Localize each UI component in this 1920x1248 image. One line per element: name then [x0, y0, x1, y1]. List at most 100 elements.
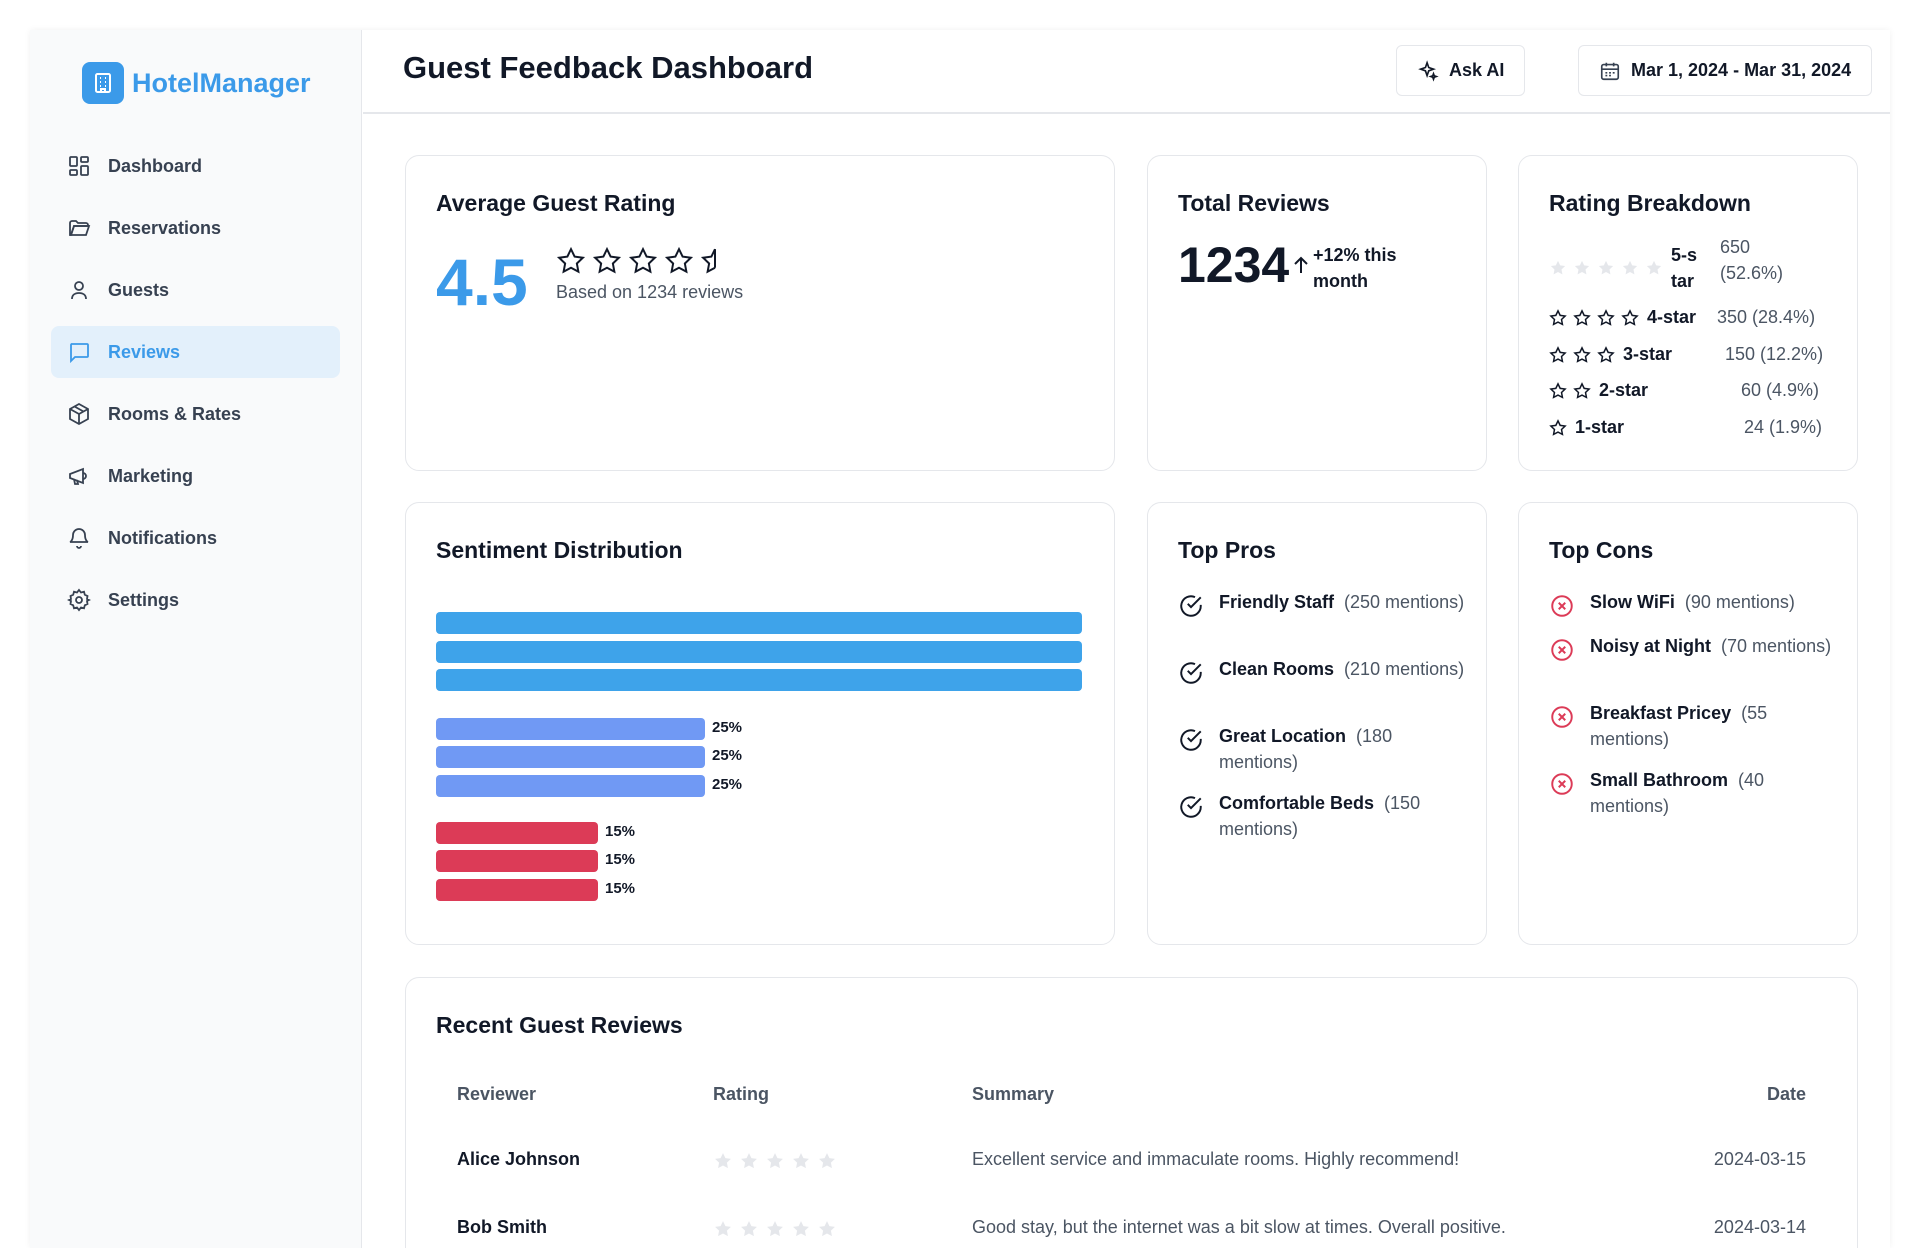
- sidebar-item-label: Marketing: [108, 465, 194, 486]
- sidebar-item-marketing[interactable]: Marketing: [51, 450, 340, 502]
- average-rating-stars: [556, 246, 730, 276]
- sidebar-item-label: Reservations: [108, 217, 222, 238]
- pro-item: Great Location (180 mentions): [1178, 723, 1468, 775]
- star-icon: [1598, 260, 1614, 275]
- con-count: (55 mentions): [1590, 703, 1768, 749]
- star-icon: [1574, 260, 1590, 275]
- star-outline-icon: [1549, 418, 1567, 436]
- top-cons-card: Top Cons Slow WiFi (90 mentions) Noisy a…: [1518, 502, 1858, 945]
- rating-value: 150 (12.2%): [1725, 344, 1824, 364]
- average-rating-value: 4.5: [436, 245, 528, 319]
- gear-icon: [67, 588, 91, 612]
- sidebar-item-notifications[interactable]: Notifications: [51, 512, 340, 564]
- star-icon: [793, 1221, 809, 1237]
- rating-stars: [1549, 259, 1663, 277]
- sentiment-bar-neutral: [436, 718, 705, 740]
- check-circle-icon: [1178, 593, 1204, 626]
- ask-ai-label: Ask AI: [1449, 60, 1505, 80]
- calendar-icon: [1599, 60, 1631, 82]
- con-item: Breakfast Pricey (55 mentions): [1549, 700, 1839, 752]
- star-outline-icon: [1621, 308, 1639, 326]
- star-icon: [741, 1221, 757, 1237]
- review-summary: Excellent service and immaculate rooms. …: [972, 1149, 1460, 1169]
- star-icon: [819, 1153, 835, 1169]
- card-title: Top Cons: [1549, 537, 1654, 563]
- con-name: Slow WiFi: [1590, 592, 1675, 612]
- card-title: Sentiment Distribution: [436, 537, 683, 563]
- rating-value: 350 (28.4%): [1717, 307, 1816, 327]
- star-icon: [767, 1153, 783, 1169]
- brand-logo[interactable]: HotelManager: [82, 62, 311, 104]
- reviewer-name: Bob Smith: [457, 1217, 547, 1237]
- sentiment-bar-negative: [436, 822, 598, 844]
- pro-count: (210 mentions): [1344, 659, 1465, 679]
- sidebar-item-label: Settings: [108, 589, 180, 610]
- hotel-icon: [82, 62, 124, 104]
- sentiment-bar-label: 15%: [605, 823, 636, 840]
- rating-row-3: 3-star 150 (12.2%): [1549, 344, 1823, 365]
- con-count: (90 mentions): [1684, 592, 1795, 612]
- sidebar-item-reviews[interactable]: Reviews: [51, 326, 340, 378]
- page-header: Guest Feedback Dashboard Ask AI Mar 1, 2…: [363, 30, 1890, 114]
- sidebar-item-label: Reviews: [108, 341, 181, 362]
- review-summary: Good stay, but the internet was a bit sl…: [972, 1217, 1506, 1237]
- brand-name: HotelManager: [132, 67, 311, 98]
- con-item: Small Bathroom (40 mentions): [1549, 767, 1839, 819]
- growth-text: +12% this month: [1313, 245, 1397, 291]
- pro-name: Friendly Staff: [1219, 592, 1335, 612]
- rating-stars: [1549, 345, 1615, 364]
- pro-item: Friendly Staff (250 mentions): [1178, 589, 1468, 626]
- date-range-picker[interactable]: Mar 1, 2024 - Mar 31, 2024: [1578, 45, 1873, 96]
- con-item: Slow WiFi (90 mentions): [1549, 589, 1839, 626]
- card-title: Top Pros: [1178, 537, 1276, 563]
- message-icon: [67, 340, 91, 364]
- sentiment-bar-label: 25%: [712, 747, 743, 764]
- sidebar-item-rooms-rates[interactable]: Rooms & Rates: [51, 388, 340, 440]
- rating-row-1: 1-star 24 (1.9%): [1549, 417, 1822, 438]
- app-window: HotelManager Dashboard Reservations Gues…: [30, 30, 1890, 1248]
- ask-ai-button[interactable]: Ask AI: [1396, 45, 1526, 96]
- star-outline-icon: [664, 246, 694, 274]
- top-pros-card: Top Pros Friendly Staff (250 mentions) C…: [1147, 502, 1487, 945]
- date-range-label: Mar 1, 2024 - Mar 31, 2024: [1631, 60, 1852, 80]
- column-header-reviewer[interactable]: Reviewer: [457, 1084, 537, 1104]
- rating-row-5: 5-s tar 650 (52.6%): [1549, 237, 1783, 294]
- star-outline-icon: [1573, 308, 1591, 326]
- star-outline-icon: [1597, 308, 1615, 326]
- review-date: 2024-03-14: [1713, 1217, 1806, 1237]
- sentiment-bar-positive: [436, 669, 1082, 691]
- con-name: Breakfast Pricey: [1590, 703, 1732, 723]
- pro-count: (150 mentions): [1219, 793, 1421, 839]
- rating-label: 3-star: [1623, 344, 1673, 364]
- star-outline-icon: [1573, 345, 1591, 363]
- con-item: Noisy at Night (70 mentions): [1549, 633, 1839, 670]
- check-circle-icon: [1178, 727, 1204, 775]
- sidebar-item-reservations[interactable]: Reservations: [51, 202, 340, 254]
- dashboard-icon: [67, 154, 91, 178]
- megaphone-icon: [67, 464, 91, 488]
- sentiment-bar-negative: [436, 850, 598, 872]
- sidebar-item-label: Guests: [108, 279, 170, 300]
- rating-value: 60 (4.9%): [1741, 380, 1820, 400]
- star-outline-icon: [1573, 381, 1591, 399]
- star-icon: [819, 1221, 835, 1237]
- folder-icon: [67, 216, 91, 240]
- sidebar-item-guests[interactable]: Guests: [51, 264, 340, 316]
- rating-stars: [1549, 381, 1591, 400]
- sentiment-bar-neutral: [436, 775, 705, 797]
- total-reviews-card: Total Reviews 1234 +12% this month: [1147, 155, 1487, 471]
- con-count: (40 mentions): [1590, 770, 1765, 816]
- rating-breakdown-card: Rating Breakdown 5-s tar 650 (52.6%) 4-s…: [1518, 155, 1858, 471]
- card-title: Average Guest Rating: [436, 190, 676, 216]
- column-header-date[interactable]: Date: [1766, 1084, 1806, 1104]
- sentiment-bar-label: 25%: [712, 776, 743, 793]
- con-name: Noisy at Night: [1590, 636, 1712, 656]
- sidebar: HotelManager Dashboard Reservations Gues…: [30, 30, 362, 1248]
- x-circle-icon: [1549, 593, 1575, 626]
- sidebar-item-settings[interactable]: Settings: [51, 574, 340, 626]
- column-header-summary[interactable]: Summary: [972, 1084, 1055, 1104]
- sentiment-bar-label: 15%: [605, 880, 636, 897]
- sidebar-item-dashboard[interactable]: Dashboard: [51, 140, 340, 192]
- column-header-rating[interactable]: Rating: [713, 1084, 769, 1104]
- star-icon: [767, 1221, 783, 1237]
